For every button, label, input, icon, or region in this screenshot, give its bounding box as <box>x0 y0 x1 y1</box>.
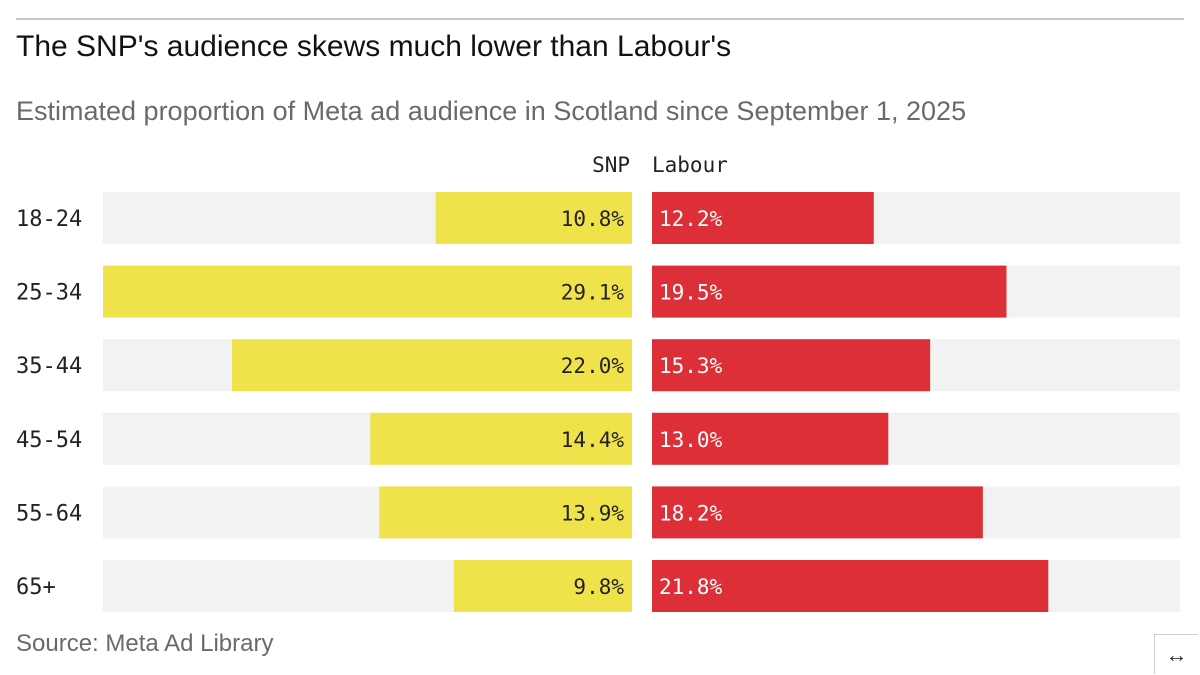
expand-arrows-icon: ↔ <box>1165 641 1188 667</box>
bar-snp <box>379 486 632 539</box>
header-snp: SNP <box>592 153 630 177</box>
source-note: Source: Meta Ad Library <box>16 630 274 657</box>
value-label-snp: 29.1% <box>561 281 625 305</box>
age-label: 45-54 <box>16 428 82 453</box>
value-label-labour: 19.5% <box>659 281 723 305</box>
value-label-snp: 22.0% <box>561 354 625 378</box>
bar-snp <box>103 265 632 318</box>
header-labour: Labour <box>652 153 728 177</box>
expand-button[interactable]: ↔ <box>1154 634 1198 674</box>
top-rule <box>16 18 1184 20</box>
age-label: 18-24 <box>16 207 82 232</box>
bar-snp <box>370 412 632 465</box>
bar-labour <box>652 486 983 539</box>
value-label-snp: 14.4% <box>561 428 625 452</box>
value-label-snp: 10.8% <box>561 207 625 231</box>
age-label: 65+ <box>16 575 56 600</box>
bar-labour <box>652 560 1049 612</box>
value-label-labour: 12.2% <box>659 207 723 231</box>
value-label-labour: 18.2% <box>659 501 723 525</box>
bar-labour <box>652 339 931 392</box>
bar-snp <box>435 192 632 244</box>
age-label: 55-64 <box>16 501 82 526</box>
bar-labour <box>652 265 1007 318</box>
chart-subtitle: Estimated proportion of Meta ad audience… <box>16 96 967 126</box>
age-label: 25-34 <box>16 281 82 306</box>
bar-labour <box>652 192 874 244</box>
value-label-labour: 21.8% <box>659 575 723 599</box>
bar-snp <box>232 339 632 392</box>
chart-title: The SNP's audience skews much lower than… <box>16 30 732 63</box>
value-label-snp: 13.9% <box>561 501 625 525</box>
bar-labour <box>652 412 889 465</box>
chart-svg: SNP Labour 18-24 10.8% 12.2% 25-34 29.1% 19.5% 3… <box>16 153 1180 612</box>
age-label: 35-44 <box>16 354 82 379</box>
value-label-labour: 15.3% <box>659 354 723 378</box>
bar-snp <box>453 560 632 612</box>
value-label-snp: 9.8% <box>573 575 624 599</box>
value-label-labour: 13.0% <box>659 428 723 452</box>
